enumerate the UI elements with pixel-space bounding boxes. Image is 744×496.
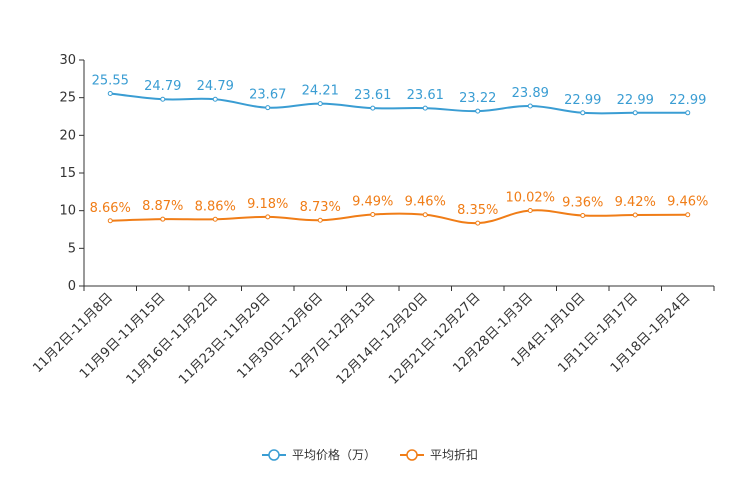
y-tick-label: 10 bbox=[59, 204, 76, 219]
data-point bbox=[212, 216, 218, 222]
data-point bbox=[317, 217, 323, 223]
data-label: 9.42% bbox=[615, 195, 656, 210]
data-label: 22.99 bbox=[564, 93, 601, 108]
data-label: 8.66% bbox=[90, 201, 131, 216]
data-label: 9.49% bbox=[352, 195, 393, 210]
data-label: 23.67 bbox=[249, 88, 286, 103]
data-label: 9.46% bbox=[405, 195, 446, 210]
data-point bbox=[580, 110, 586, 116]
data-label: 23.89 bbox=[512, 86, 549, 101]
legend[interactable]: 平均价格（万） 平均折扣 bbox=[262, 447, 478, 462]
data-point bbox=[422, 212, 428, 218]
x-tick-label: 11月23日-11月29日 bbox=[176, 290, 273, 387]
y-tick-label: 20 bbox=[59, 128, 76, 143]
data-point bbox=[527, 208, 533, 214]
legend-label: 平均价格（万） bbox=[292, 447, 376, 462]
data-label: 8.86% bbox=[195, 199, 236, 214]
data-label: 22.99 bbox=[617, 93, 654, 108]
data-point bbox=[370, 105, 376, 111]
series-layer: 25.55 24.79 24.79 23.67 24.21 23.61 23.61 23.22… bbox=[90, 74, 708, 226]
legend-marker-icon bbox=[268, 449, 280, 461]
data-point bbox=[527, 103, 533, 109]
data-label: 9.36% bbox=[562, 195, 603, 210]
data-label: 8.73% bbox=[300, 200, 341, 215]
y-tick-label: 15 bbox=[59, 166, 76, 181]
data-point bbox=[580, 212, 586, 218]
y-tick-label: 5 bbox=[68, 241, 76, 256]
data-point bbox=[265, 214, 271, 220]
data-point bbox=[160, 96, 166, 102]
data-point bbox=[632, 110, 638, 116]
data-label: 24.79 bbox=[197, 79, 234, 94]
y-tick-label: 0 bbox=[68, 279, 76, 294]
series-line bbox=[110, 92, 688, 115]
data-point bbox=[107, 91, 113, 97]
data-point bbox=[265, 105, 271, 111]
data-label: 8.87% bbox=[142, 199, 183, 214]
data-point bbox=[160, 216, 166, 222]
series-average-price: 25.55 24.79 24.79 23.67 24.21 23.61 23.61 23.22… bbox=[92, 74, 706, 116]
data-label: 23.22 bbox=[459, 91, 496, 106]
legend-item-average-discount[interactable]: 平均折扣 bbox=[400, 447, 478, 462]
series-average-discount: 8.66% 8.87% 8.86% 9.18% 8.73% 9.49% 9.46% 8.35%… bbox=[90, 191, 708, 226]
data-label: 22.99 bbox=[669, 93, 706, 108]
legend-marker-icon bbox=[406, 449, 418, 461]
data-point bbox=[317, 101, 323, 107]
data-point bbox=[685, 212, 691, 218]
data-label: 23.61 bbox=[354, 88, 391, 103]
data-point bbox=[475, 108, 481, 114]
legend-item-average-price[interactable]: 平均价格（万） bbox=[262, 447, 376, 462]
data-label: 9.18% bbox=[247, 197, 288, 212]
data-label: 23.61 bbox=[407, 88, 444, 103]
data-label: 24.79 bbox=[144, 79, 181, 94]
y-tick-label: 30 bbox=[59, 53, 76, 68]
x-tick-label: 11月16日-11月22日 bbox=[124, 290, 221, 387]
data-point bbox=[632, 212, 638, 218]
data-point bbox=[370, 212, 376, 218]
data-label: 8.35% bbox=[457, 203, 498, 218]
x-tick-label: 12月14日-12月20日 bbox=[334, 290, 431, 387]
data-label: 9.46% bbox=[667, 195, 708, 210]
data-label: 25.55 bbox=[92, 74, 129, 89]
data-point bbox=[475, 220, 481, 226]
data-point bbox=[212, 96, 218, 102]
x-tick-label: 12月21日-12月27日 bbox=[386, 290, 483, 387]
data-label: 10.02% bbox=[505, 191, 555, 206]
data-label: 24.21 bbox=[302, 84, 339, 99]
series-line bbox=[110, 209, 688, 225]
data-point bbox=[107, 218, 113, 224]
data-point bbox=[685, 110, 691, 116]
legend-label: 平均折扣 bbox=[430, 447, 478, 462]
data-point bbox=[422, 105, 428, 111]
y-tick-label: 25 bbox=[59, 91, 76, 106]
